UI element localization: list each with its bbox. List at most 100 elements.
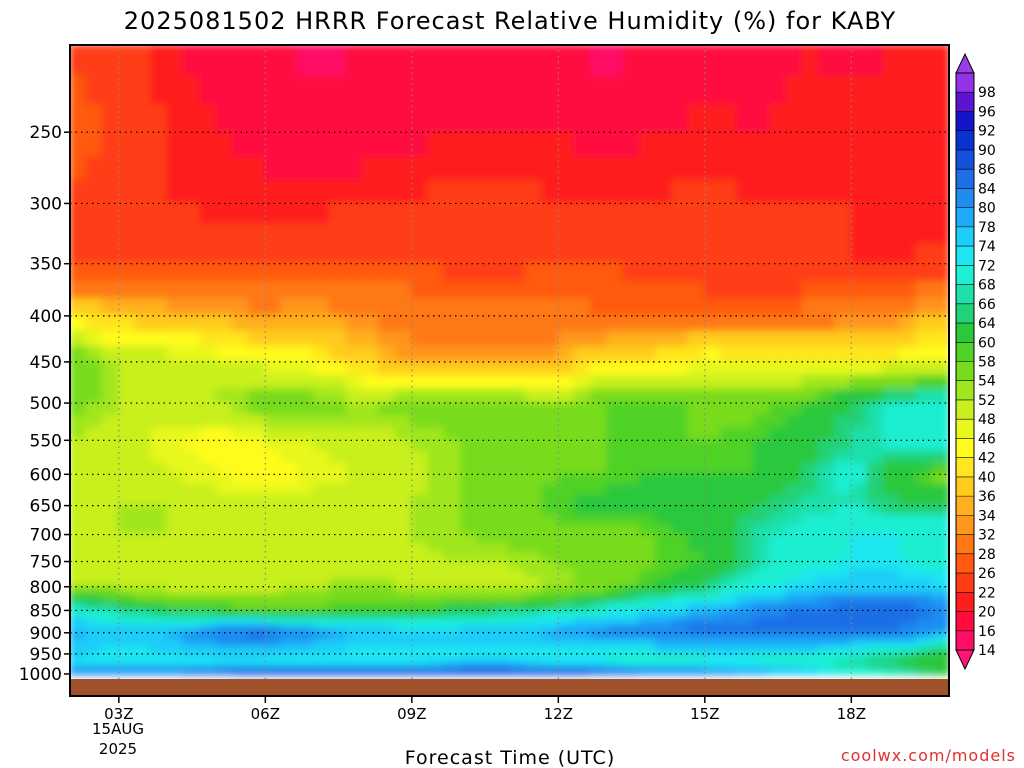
heat-cell bbox=[541, 473, 560, 487]
heat-cell bbox=[329, 645, 348, 655]
heat-cell bbox=[459, 669, 478, 675]
heat-cell bbox=[410, 346, 430, 363]
heat-cell bbox=[589, 669, 609, 675]
heat-cell bbox=[362, 473, 381, 487]
heat-cell bbox=[541, 388, 560, 405]
heat-cell bbox=[801, 75, 820, 107]
heat-cell bbox=[573, 569, 592, 580]
heat-cell bbox=[638, 645, 657, 655]
heat-cell bbox=[459, 645, 478, 655]
heat-cell bbox=[231, 577, 251, 588]
heat-cell bbox=[752, 577, 771, 588]
heat-cell bbox=[834, 156, 853, 183]
heat-cell bbox=[752, 439, 771, 453]
heat-cell bbox=[280, 314, 299, 333]
heat-cell bbox=[264, 524, 283, 536]
heat-cell bbox=[101, 617, 120, 627]
heat-cell bbox=[834, 484, 853, 497]
heat-cell bbox=[443, 542, 462, 554]
heat-cell bbox=[362, 156, 381, 183]
heat-cell bbox=[199, 243, 218, 265]
heat-cell bbox=[182, 243, 202, 265]
heat-cell bbox=[589, 45, 609, 78]
heat-cell bbox=[166, 569, 185, 580]
heat-cell bbox=[117, 388, 137, 405]
heat-cell bbox=[817, 624, 837, 634]
heat-cell bbox=[508, 375, 527, 391]
colorbar-swatch bbox=[956, 380, 974, 401]
heat-cell bbox=[899, 514, 918, 527]
heat-cell bbox=[150, 609, 169, 620]
heat-cell bbox=[459, 450, 478, 465]
heat-cell bbox=[801, 202, 820, 226]
heat-cell bbox=[492, 663, 511, 669]
heat-cell bbox=[541, 414, 560, 430]
heat-cell bbox=[378, 45, 397, 78]
heat-cell bbox=[394, 360, 413, 378]
colorbar-swatch bbox=[956, 342, 974, 362]
heat-cell bbox=[166, 514, 185, 527]
heat-cell bbox=[671, 484, 690, 497]
heat-cell bbox=[622, 593, 641, 604]
heat-cell bbox=[655, 504, 674, 517]
heat-cell bbox=[248, 180, 267, 205]
heat-cell bbox=[915, 638, 934, 648]
heat-cell bbox=[768, 450, 788, 465]
heat-cell bbox=[671, 631, 690, 641]
heat-cell bbox=[101, 609, 120, 620]
heat-cell bbox=[101, 569, 120, 580]
heat-cell bbox=[557, 360, 576, 378]
heat-cell bbox=[687, 617, 706, 627]
heat-cell bbox=[231, 388, 251, 405]
heat-cell bbox=[362, 504, 381, 517]
y-tick-label: 250 bbox=[30, 123, 62, 143]
heat-cell bbox=[785, 346, 804, 363]
heat-cell bbox=[313, 542, 332, 554]
heat-cell bbox=[475, 666, 495, 672]
colorbar-level-label: 22 bbox=[978, 585, 996, 601]
heat-cell bbox=[231, 656, 251, 662]
heat-cell bbox=[508, 360, 527, 378]
heat-cell bbox=[362, 659, 381, 666]
heat-cell bbox=[182, 560, 202, 572]
heat-cell bbox=[199, 450, 218, 465]
heat-cell bbox=[882, 104, 902, 134]
heat-cell bbox=[687, 560, 706, 572]
heat-cell bbox=[199, 180, 218, 205]
heat-cell bbox=[134, 484, 153, 497]
heat-cell bbox=[85, 656, 104, 662]
heat-cell bbox=[752, 243, 771, 265]
heat-cell bbox=[622, 542, 641, 554]
heat-cell bbox=[459, 666, 478, 672]
heat-cell bbox=[85, 180, 104, 205]
heat-cell bbox=[899, 601, 918, 612]
heat-cell bbox=[231, 223, 251, 246]
heat-cell bbox=[410, 484, 430, 497]
heat-cell bbox=[182, 462, 202, 476]
heat-cell bbox=[296, 388, 316, 405]
heat-cell bbox=[427, 45, 446, 78]
heat-cell bbox=[215, 45, 234, 78]
heat-cell bbox=[671, 243, 690, 265]
heat-cell bbox=[622, 45, 641, 78]
heat-cell bbox=[687, 280, 706, 301]
heat-cell bbox=[638, 180, 657, 205]
heat-cell bbox=[345, 223, 364, 246]
heat-cell bbox=[85, 666, 104, 672]
heat-cell bbox=[475, 243, 495, 265]
heat-cell bbox=[443, 585, 462, 596]
heat-cell bbox=[345, 577, 364, 588]
heat-cell bbox=[508, 298, 527, 317]
heat-cell bbox=[101, 375, 120, 391]
credit-text[interactable]: coolwx.com/models bbox=[841, 746, 1016, 765]
heat-cell bbox=[622, 360, 641, 378]
heat-cell bbox=[150, 601, 169, 612]
heat-cell bbox=[687, 45, 706, 78]
colorbar-swatch bbox=[956, 188, 974, 208]
heat-cell bbox=[541, 427, 560, 442]
heat-cell bbox=[394, 494, 413, 507]
heat-cell bbox=[687, 223, 706, 246]
heat-cell bbox=[492, 262, 511, 283]
heat-cell bbox=[801, 542, 820, 554]
heat-cell bbox=[850, 298, 869, 317]
